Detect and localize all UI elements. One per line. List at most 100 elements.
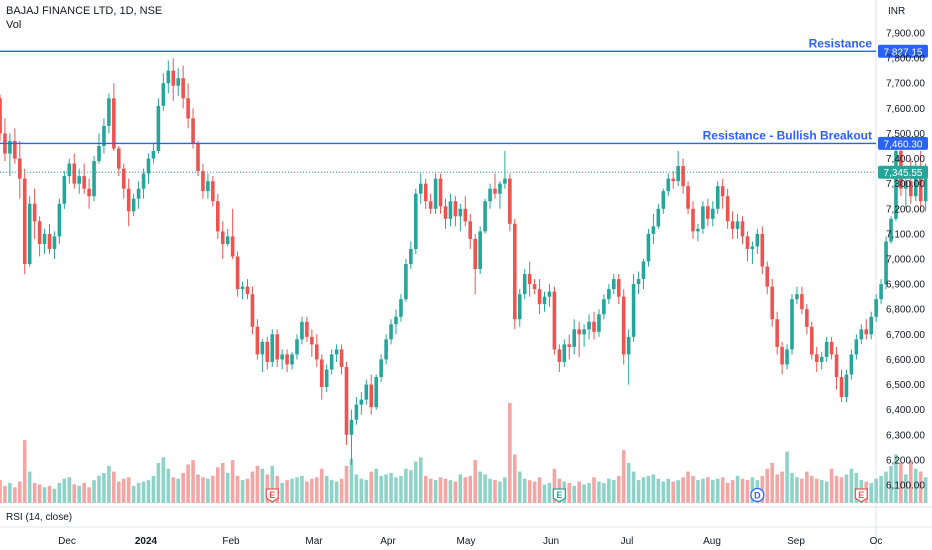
volume-bar [745,480,750,503]
volume-bar [508,403,512,503]
price-axis[interactable]: 7,900.00 7,800.00 7,700.00 7,600.00 7,500.00… [886,29,925,492]
volume-bar [324,475,329,503]
candle-body [478,231,482,270]
candle-body [161,83,166,106]
volume-bar [800,478,804,503]
candle-body [359,399,364,405]
candle-body [557,349,562,362]
volume-bar [790,473,794,503]
candle-body [671,178,675,182]
volume-bar [706,477,710,503]
time-tick-label: Jun [543,536,559,547]
dividend-marker [750,487,765,503]
candle-body [374,377,378,408]
volume-bar [181,473,185,503]
volume-bar [310,478,314,503]
candle-body [686,186,690,209]
volume-bar [290,478,294,503]
volume-bar [636,480,641,503]
volume-bar [428,478,433,503]
candle-body [532,284,537,290]
candle-body [339,349,344,367]
candle-body [181,78,185,99]
volume-bar [250,471,255,503]
time-tick-label: Feb [222,536,240,547]
volume-bar [438,477,443,503]
candle-body [67,163,72,177]
candle-body [577,329,581,335]
candle-body [186,98,190,119]
candle-body [22,178,27,265]
candle-body [13,140,17,159]
candle-body [136,188,141,199]
candle-body [250,294,255,327]
volume-bar [220,463,225,503]
dividend-marker-letter: D [754,491,761,501]
candle-body [27,203,32,265]
volume-bar [686,471,690,503]
candle-body [463,208,468,222]
volume-bar [874,478,878,503]
price-tick-label: 7,900.00 [886,29,925,40]
volume-bar [166,468,171,503]
price-tick-label: 7,500.00 [886,129,925,140]
candle-body [661,191,666,209]
candle-body [47,233,52,249]
volume-bar [77,485,81,503]
volume-bar [334,481,339,503]
candle-body [874,299,878,317]
volume-bar [587,483,591,503]
volume-bar [230,460,235,503]
price-tick-label: 6,300.00 [886,430,925,441]
price-tick-label: 6,500.00 [886,380,925,391]
volume-bar [814,478,819,503]
candle-body [483,201,487,232]
earnings-marker [552,488,566,503]
earnings-marker [854,488,868,503]
candle-body [112,98,116,149]
candle-body [691,208,695,232]
candle-body [631,284,636,337]
candle-body [156,105,161,152]
volume-bar [631,471,636,503]
volume-bar [196,474,200,503]
candle-body [522,274,527,295]
volume-bar [305,481,309,503]
candle-body [612,279,616,290]
volume-bar [22,440,27,503]
symbol-title[interactable]: BAJAJ FINANCE LTD, 1D, NSE [6,5,163,17]
volume-bar [661,481,666,503]
volume-bar [453,481,458,503]
price-tick-label: 7,700.00 [886,79,925,90]
earnings-marker-letter: E [556,490,562,500]
candle-body [537,289,542,305]
candle-body [552,291,557,350]
candle-body [18,158,22,179]
volume-bar [899,463,903,503]
volume-bar [810,475,814,503]
volume-bar [245,478,250,503]
horizontal-lines[interactable]: Resistance 7,827.15 Resistance - Bullish B… [0,36,928,179]
volume-bar [730,480,735,503]
volume-bar [646,475,651,503]
candle-body [418,183,423,194]
currency-label[interactable]: INR [888,6,906,17]
candle-body [305,321,309,337]
volume-bar [216,467,220,503]
earnings-marker [265,488,279,503]
candle-body [616,279,621,297]
time-axis[interactable]: Dec 2024 Feb Mar Apr May Jun Jul Aug Sep Oc [58,536,882,547]
volume-bar [156,463,161,503]
candle-body [730,221,735,229]
candle-body [725,196,730,222]
volume-bar [483,474,487,503]
volume-bar [32,483,37,503]
volume-bar [131,485,136,503]
volume-bar [315,477,319,503]
volume-legend: Vol [6,19,22,31]
volume-bar [102,473,106,503]
candle-body [904,181,908,189]
